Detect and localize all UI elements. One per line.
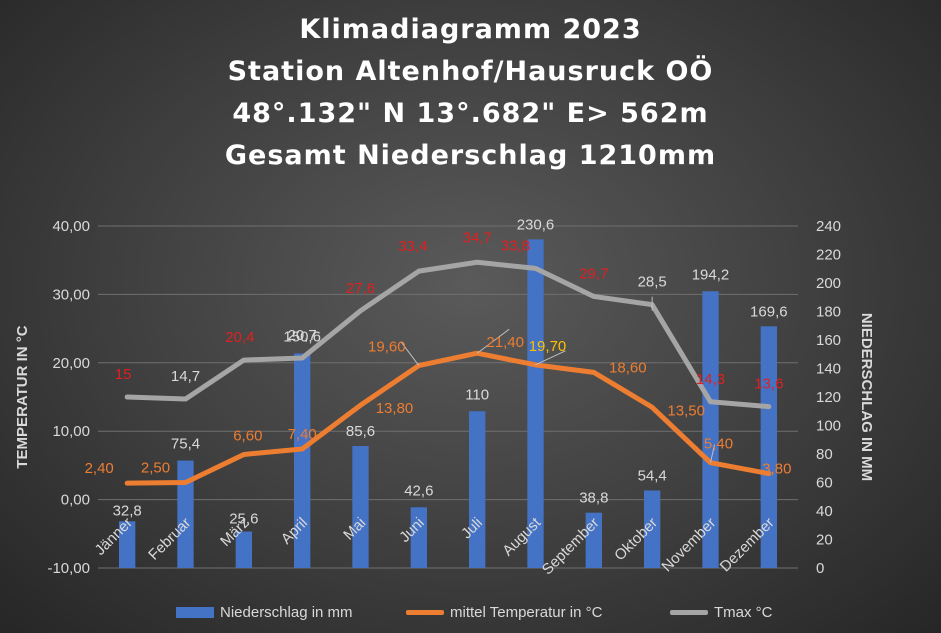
precipitation-bar bbox=[294, 353, 311, 568]
label-leader-line bbox=[476, 328, 510, 354]
tmax-data-label: 33,8 bbox=[501, 237, 530, 254]
precipitation-bar bbox=[177, 460, 194, 568]
tmax-data-label: 14,3 bbox=[696, 371, 725, 388]
mean-temperature-data-label: 13,80 bbox=[376, 400, 414, 417]
y-left-axis-title: TEMPERATUR IN °C bbox=[14, 325, 31, 468]
label-leader-line bbox=[710, 444, 715, 463]
y-left-tick-label: 20,00 bbox=[52, 355, 90, 372]
y-left-tick-label: 30,00 bbox=[52, 286, 90, 303]
precipitation-data-label: 38,8 bbox=[579, 490, 608, 507]
y-left-tick-label: 0,00 bbox=[61, 492, 90, 509]
precipitation-data-label: 110 bbox=[465, 386, 489, 403]
tmax-data-label: 34,7 bbox=[463, 229, 492, 246]
precipitation-bar bbox=[469, 411, 486, 568]
y-right-tick-label: 200 bbox=[816, 275, 841, 292]
mean-temperature-data-label: 7,40 bbox=[288, 426, 317, 443]
mean-temperature-data-label: 3,80 bbox=[762, 461, 791, 478]
chart-title-line-2: Station Altenhof/Hausruck OÖ bbox=[227, 56, 714, 87]
legend-label-tmax: Tmax °C bbox=[714, 604, 773, 621]
precipitation-bar bbox=[585, 512, 602, 568]
y-left-tick-label: 40,00 bbox=[52, 218, 90, 235]
legend-label-mean-temperature: mittel Temperatur in °C bbox=[450, 604, 603, 621]
tmax-data-label: 20,7 bbox=[288, 327, 317, 344]
y-right-tick-label: 220 bbox=[816, 247, 841, 264]
precipitation-bar bbox=[352, 446, 369, 568]
precipitation-data-label: 25,6 bbox=[229, 511, 258, 528]
chart-title-line-3: 48°.132" N 13°.682" E> 562m bbox=[232, 98, 709, 129]
precipitation-data-label: 230,6 bbox=[517, 216, 555, 233]
precipitation-bar bbox=[235, 531, 252, 568]
mean-temperature-data-label: 19,60 bbox=[368, 339, 406, 356]
y-right-tick-label: 80 bbox=[816, 446, 833, 463]
y-right-tick-label: 20 bbox=[816, 532, 833, 549]
y-right-axis-title: NIEDERSCHLAG IN MM bbox=[858, 313, 875, 481]
tmax-data-label: 14,7 bbox=[171, 368, 200, 385]
tmax-data-label: 33,4 bbox=[398, 238, 427, 255]
precipitation-data-label: 194,2 bbox=[692, 266, 730, 283]
precipitation-data-label: 169,6 bbox=[750, 303, 788, 320]
tmax-data-label: 27,6 bbox=[346, 280, 375, 297]
tmax-data-label: 20,4 bbox=[225, 329, 254, 346]
mean-temperature-line bbox=[124, 350, 772, 486]
precipitation-data-label: 54,4 bbox=[638, 467, 667, 484]
precipitation-data-label: 75,4 bbox=[171, 436, 200, 453]
precipitation-data-label: 42,6 bbox=[404, 482, 433, 499]
tmax-data-label: 28,5 bbox=[638, 274, 667, 291]
legend-swatch-precipitation bbox=[176, 607, 214, 618]
precipitation-bar bbox=[644, 490, 661, 568]
precipitation-data-label: 150,6 bbox=[283, 328, 321, 345]
mean-temperature-data-label: 18,60 bbox=[609, 359, 647, 376]
chart-title-line-4: Gesamt Niederschlag 1210mm bbox=[224, 140, 717, 171]
tmax-data-label: 29,7 bbox=[579, 265, 608, 282]
y-right-tick-label: 100 bbox=[816, 418, 841, 435]
y-right-tick-label: 0 bbox=[816, 560, 824, 577]
y-right-tick-label: 120 bbox=[816, 389, 841, 406]
legend-item-precipitation: Niederschlag in mm bbox=[176, 604, 353, 621]
tmax-data-label: 13,6 bbox=[754, 376, 783, 393]
y-left-tick-label: 10,00 bbox=[52, 423, 90, 440]
mean-temperature-data-label: 19,70 bbox=[529, 338, 567, 355]
mean-temperature-data-label: 21,40 bbox=[486, 334, 524, 351]
chart-title-line-1: Klimadiagramm 2023 bbox=[299, 14, 642, 45]
precipitation-bar bbox=[702, 291, 719, 568]
precipitation-bar bbox=[527, 239, 544, 568]
y-left-tick-label: -10,00 bbox=[47, 560, 90, 577]
precipitation-bar bbox=[760, 326, 777, 568]
legend-item-mean-temperature: mittel Temperatur in °C bbox=[406, 604, 602, 621]
mean-temperature-data-label: 2,50 bbox=[141, 460, 170, 477]
precipitation-bar bbox=[119, 521, 136, 568]
mean-temperature-data-label: 2,40 bbox=[85, 460, 114, 477]
legend-label-precipitation: Niederschlag in mm bbox=[220, 604, 353, 621]
y-right-tick-label: 40 bbox=[816, 503, 833, 520]
tmax-data-label: 15 bbox=[115, 366, 132, 383]
mean-temperature-data-label: 6,60 bbox=[233, 427, 262, 444]
legend-item-tmax: Tmax °C bbox=[670, 604, 773, 621]
precipitation-data-label: 85,6 bbox=[346, 423, 375, 440]
precipitation-data-label: 32,8 bbox=[113, 502, 142, 519]
legend-swatch-mean-temperature bbox=[406, 610, 444, 615]
label-leader-line bbox=[400, 341, 420, 366]
y-right-tick-label: 160 bbox=[816, 332, 841, 349]
label-leader-line bbox=[535, 350, 566, 366]
y-right-tick-label: 240 bbox=[816, 218, 841, 235]
tmax-line bbox=[124, 259, 772, 410]
legend-swatch-tmax bbox=[670, 610, 708, 615]
y-right-tick-label: 60 bbox=[816, 475, 833, 492]
y-right-tick-label: 180 bbox=[816, 304, 841, 321]
precipitation-bar bbox=[410, 507, 427, 568]
mean-temperature-data-label: 5,40 bbox=[704, 436, 733, 453]
mean-temperature-data-label: 13,50 bbox=[667, 402, 705, 419]
y-right-tick-label: 140 bbox=[816, 361, 841, 378]
